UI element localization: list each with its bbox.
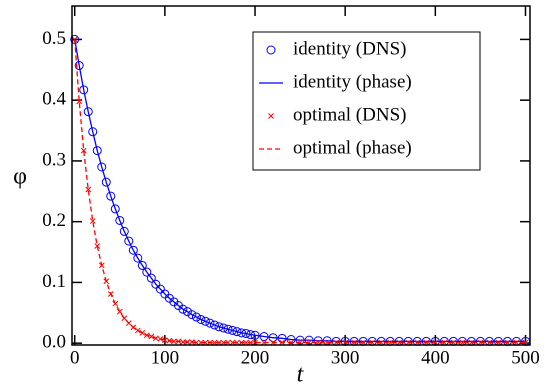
- point: [171, 338, 177, 345]
- point: [94, 243, 101, 249]
- x-tick-label: 500: [511, 347, 540, 368]
- point: [191, 312, 201, 322]
- point: [209, 320, 219, 330]
- legend-label: identity (phase): [293, 71, 412, 92]
- x-tick-label: 0: [70, 347, 80, 368]
- point: [133, 253, 143, 263]
- point: [139, 329, 146, 336]
- point: [214, 322, 224, 332]
- point: [134, 327, 141, 334]
- point: [218, 323, 228, 333]
- point: [115, 215, 125, 225]
- y-tick-label: 0.5: [42, 28, 66, 49]
- point: [187, 310, 197, 320]
- point: [110, 204, 120, 214]
- point: [83, 107, 93, 117]
- point: [182, 307, 192, 317]
- x-tick-label: 400: [421, 347, 450, 368]
- point: [306, 339, 312, 346]
- point: [211, 339, 218, 346]
- point: [324, 339, 330, 346]
- series-line: [74, 39, 526, 344]
- point: [180, 339, 186, 345]
- point: [142, 267, 152, 277]
- legend-label: optimal (phase): [293, 137, 412, 158]
- point: [468, 339, 475, 346]
- point: [220, 339, 227, 346]
- point: [223, 324, 233, 334]
- point: [124, 236, 134, 246]
- point: [450, 339, 457, 346]
- x-tick-label: 100: [151, 347, 180, 368]
- point: [128, 245, 138, 255]
- y-axis-label: φ: [13, 164, 27, 190]
- y-tick-label: 0.4: [42, 89, 66, 110]
- x-tick-label: 200: [241, 347, 270, 368]
- point: [234, 339, 240, 346]
- point: [80, 147, 87, 154]
- point: [76, 98, 83, 105]
- series-line: [74, 39, 526, 343]
- point: [151, 279, 161, 289]
- point: [88, 127, 98, 137]
- point: [387, 339, 394, 346]
- point: [178, 304, 188, 314]
- plot-frame: [71, 5, 531, 346]
- x-axis-label: t: [297, 362, 305, 388]
- point: [315, 339, 321, 346]
- point: [459, 339, 466, 346]
- y-tick-label: 0.2: [42, 210, 66, 231]
- point: [205, 318, 215, 328]
- legend-marker: [268, 113, 274, 119]
- legend-label: optimal (DNS): [293, 104, 406, 125]
- point: [396, 339, 403, 346]
- point: [79, 85, 89, 95]
- legend-box: [252, 31, 481, 171]
- point: [137, 260, 147, 270]
- point: [148, 333, 155, 340]
- point: [97, 162, 107, 172]
- point: [202, 339, 209, 346]
- point: [119, 226, 129, 236]
- point: [89, 218, 96, 224]
- y-tick-label: 0.1: [42, 271, 66, 292]
- point: [106, 191, 116, 201]
- y-tick-label: 0.3: [42, 149, 66, 170]
- point: [74, 61, 84, 71]
- point: [146, 273, 156, 283]
- point: [92, 146, 102, 156]
- point: [378, 339, 385, 346]
- point: [196, 314, 206, 324]
- legend-marker: [266, 45, 276, 55]
- point: [243, 339, 249, 346]
- point: [252, 339, 258, 346]
- point: [155, 284, 165, 294]
- point: [227, 325, 237, 335]
- x-tick-label: 300: [331, 347, 360, 368]
- point: [101, 177, 111, 187]
- point: [232, 327, 242, 337]
- point: [85, 186, 92, 193]
- legend-label: identity (DNS): [293, 38, 406, 59]
- y-tick-label: 0.0: [42, 332, 66, 353]
- point: [522, 339, 529, 346]
- point: [200, 316, 210, 326]
